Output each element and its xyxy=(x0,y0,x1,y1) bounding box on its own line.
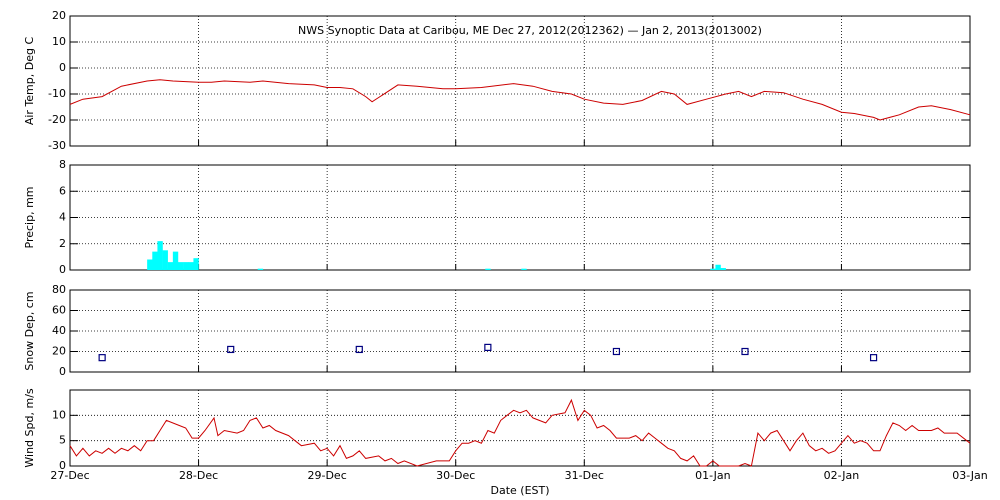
panel-frame xyxy=(69,15,971,147)
bar xyxy=(162,250,168,270)
data-line xyxy=(69,398,971,467)
bar xyxy=(183,262,189,270)
x-tick-label: 02-Jan xyxy=(824,469,860,482)
x-tick-label: 03-Jan xyxy=(952,469,988,482)
y-tick-label: 0 xyxy=(59,459,66,472)
point xyxy=(227,345,235,354)
y-tick-label: -10 xyxy=(48,87,66,100)
x-axis-label: Date (EST) xyxy=(490,484,549,497)
bar xyxy=(147,259,153,270)
y-tick-label: 2 xyxy=(59,237,66,250)
y-tick-label: -20 xyxy=(48,113,66,126)
y-axis-label: Wind Spd, m/s xyxy=(23,388,36,468)
bar xyxy=(172,251,179,270)
data-line xyxy=(69,79,971,121)
bar xyxy=(152,251,158,270)
x-tick-label: 29-Dec xyxy=(308,469,347,482)
x-tick-label: 31-Dec xyxy=(565,469,604,482)
y-axis-label: Snow Dep, cm xyxy=(23,291,36,370)
point xyxy=(612,347,621,356)
y-tick-label: 10 xyxy=(52,408,66,421)
y-tick-label: 60 xyxy=(52,304,66,317)
y-tick-label: 0 xyxy=(59,365,66,378)
bar xyxy=(521,268,527,270)
y-tick-label: 20 xyxy=(52,9,66,22)
y-tick-label: 80 xyxy=(52,283,66,296)
y-tick-label: 0 xyxy=(59,263,66,276)
point xyxy=(355,345,363,354)
point xyxy=(741,347,749,356)
bar xyxy=(485,268,491,270)
chart-title: NWS Synoptic Data at Caribou, ME Dec 27,… xyxy=(298,24,762,37)
point xyxy=(98,354,106,362)
y-axis-label: Precip, mm xyxy=(23,187,36,249)
y-tick-label: 8 xyxy=(59,158,66,171)
y-tick-label: -30 xyxy=(48,139,66,152)
bar xyxy=(193,258,199,270)
y-tick-label: 5 xyxy=(59,434,66,447)
y-tick-label: 4 xyxy=(59,211,66,224)
y-axis-label: Air Temp, Deg C xyxy=(23,37,36,126)
y-tick-label: 40 xyxy=(52,324,66,337)
y-tick-label: 10 xyxy=(52,35,66,48)
bar xyxy=(178,262,184,270)
x-tick-label: 30-Dec xyxy=(436,469,475,482)
panel-frame xyxy=(69,389,971,467)
x-tick-label: 01-Jan xyxy=(695,469,731,482)
bar xyxy=(257,268,264,270)
point xyxy=(869,354,878,362)
bar xyxy=(167,262,174,270)
point xyxy=(484,343,492,351)
bar xyxy=(188,262,194,270)
bar xyxy=(710,268,716,270)
x-tick-label: 27-Dec xyxy=(50,469,89,482)
bar xyxy=(157,241,163,270)
bar xyxy=(715,264,721,270)
y-tick-label: 20 xyxy=(52,345,66,358)
bar xyxy=(720,268,726,270)
y-tick-label: 6 xyxy=(59,184,66,197)
y-tick-label: 0 xyxy=(59,61,66,74)
x-tick-label: 28-Dec xyxy=(179,469,218,482)
